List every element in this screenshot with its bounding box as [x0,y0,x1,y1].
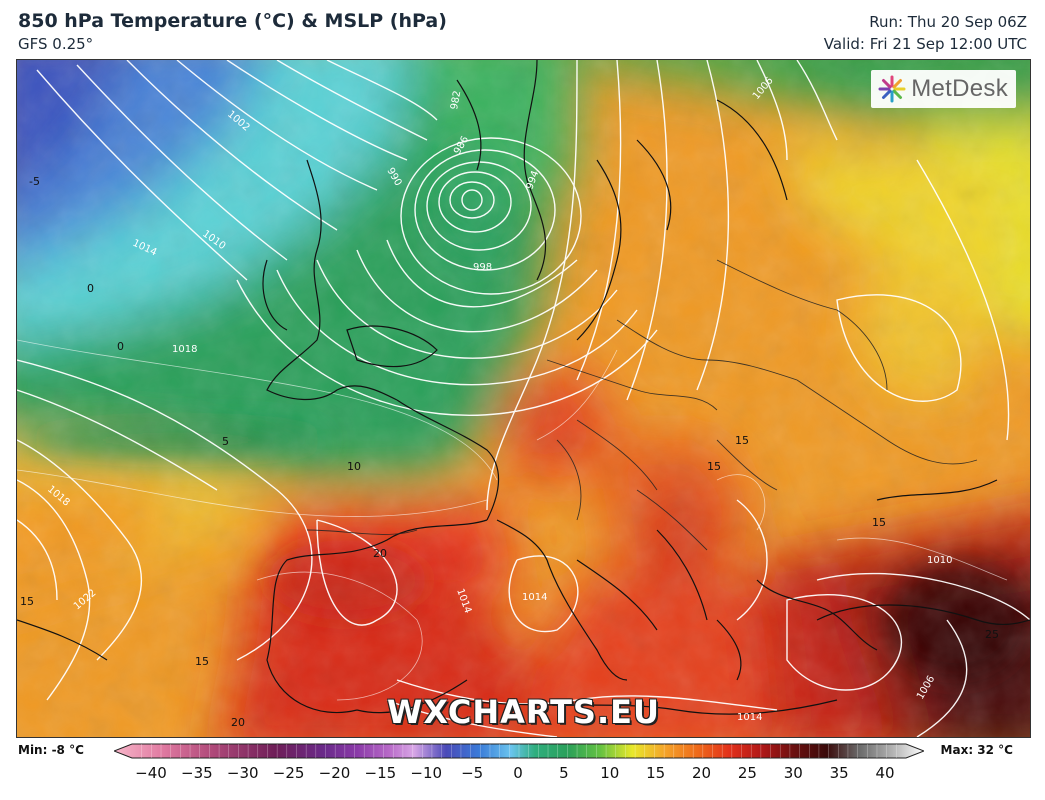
colorbar-tick-label: 10 [600,764,620,782]
colorbar-tick-label: 5 [559,764,569,782]
colorbar-tick-label: −35 [181,764,213,782]
valid-time: Valid: Fri 21 Sep 12:00 UTC [823,35,1027,53]
isotherm-label: 15 [872,516,886,529]
temperature-field [17,60,1030,737]
model-label: GFS 0.25° [18,35,94,53]
weather-map[interactable]: 1002 1006 1010 1014 1018 998 994 990 986… [16,59,1031,738]
coastlines [17,60,1030,715]
isobar-label: 982 [449,90,463,111]
isotherm-label: 20 [373,547,387,560]
metdesk-logo: MetDesk [871,70,1016,108]
colorbar-tick-label: −20 [318,764,351,782]
colorbar-tick-label: 0 [513,764,523,782]
isotherm-label: 15 [195,655,209,668]
colorbar-tick-label: −10 [410,764,443,782]
colorbar-tick-label: −30 [226,764,259,782]
isotherm-label: 0 [117,340,124,353]
colorbar-tick-label: −5 [461,764,484,782]
colorbar-tick-label: 20 [691,764,712,782]
isobar-label: 998 [473,262,492,273]
min-label: Min: -8 °C [18,743,84,757]
watermark: WXCHARTS.EU [387,693,660,731]
colorbar-tick-label: 25 [737,764,757,782]
isotherm-label: 15 [20,595,34,608]
isotherm-label: 10 [347,460,361,473]
isobar-label: 1014 [737,712,762,723]
colorbar-tick-label: 35 [829,764,849,782]
country-borders [306,259,978,551]
map-canvas: 1002 1006 1010 1014 1018 998 994 990 986… [17,60,1030,737]
isobars [17,60,1030,737]
chart-title: 850 hPa Temperature (°C) & MSLP (hPa) [18,10,447,32]
isotherm-label: 25 [985,628,999,641]
colorbar-tick-label: −25 [272,764,305,782]
isotherm-label: 15 [707,460,721,473]
isotherm-label: 15 [735,434,749,447]
isotherm-labels: -5 0 0 5 10 15 15 15 15 15 20 20 25 [20,175,999,729]
colorbar-tick-label: 30 [783,764,803,782]
isotherms [17,339,1008,701]
logo-text: MetDesk [911,75,1008,102]
colorbar-tick-label: −15 [364,764,397,782]
isotherm-label: 20 [231,716,245,729]
colorbar-svg [112,743,926,759]
max-label: Max: 32 °C [940,743,1013,757]
metdesk-star-icon [878,75,906,103]
isobar-label: 1014 [522,592,547,603]
colorbar-ticks: −40 −35 −30 −25 −20 −15 −10 −5 0 5 10 15 20 25 30 35 40 [0,764,1045,786]
run-time: Run: Thu 20 Sep 06Z [869,13,1027,31]
isotherm-label: 5 [222,435,229,448]
isotherm-label: -5 [29,175,40,188]
colorbar-tick-label: 15 [646,764,666,782]
colorbar [112,743,926,759]
colorbar-tick-label: −40 [135,764,167,782]
isobar-label: 1010 [927,555,952,566]
isotherm-label: 0 [87,282,94,295]
colorbar-tick-label: 40 [875,764,895,782]
isobar-label: 1018 [172,344,197,355]
